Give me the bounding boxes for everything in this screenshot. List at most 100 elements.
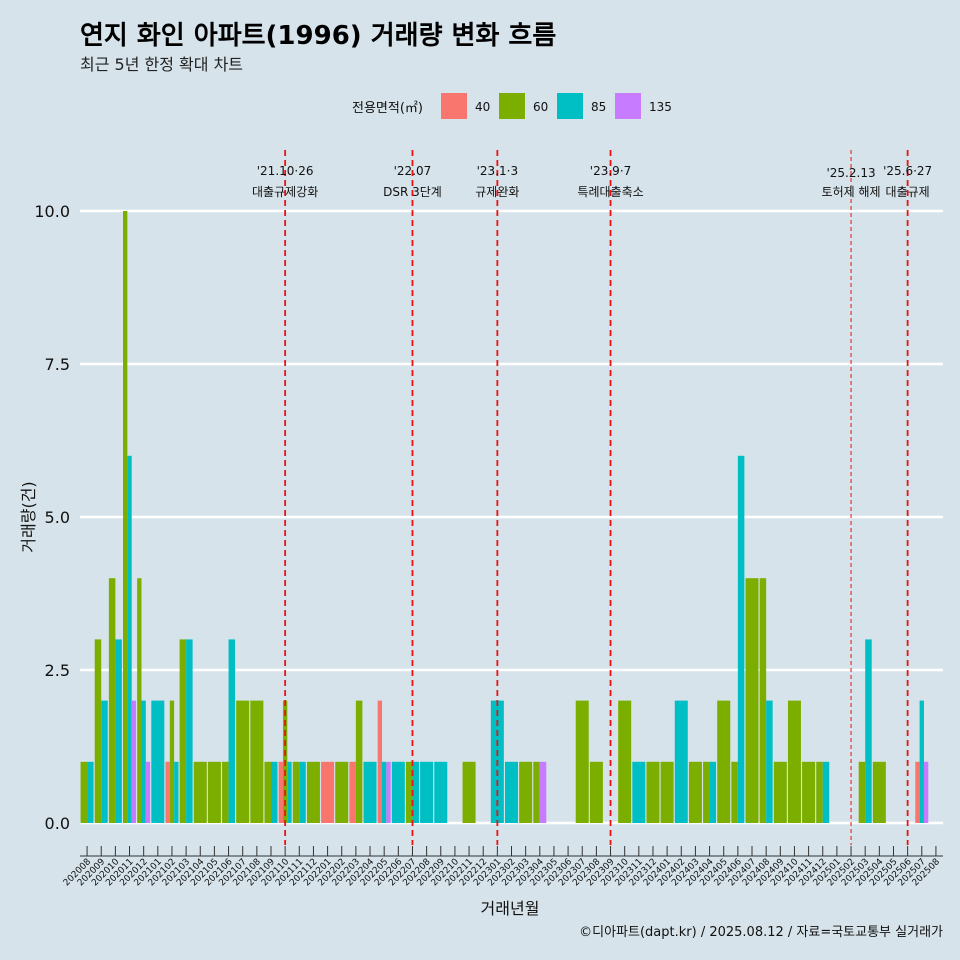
y-axis: 0.0 2.5 5.0 7.5 10.0 (34, 202, 70, 833)
y-axis-title: 거래량(건) (19, 481, 38, 552)
y-tick-label: 5.0 (45, 508, 70, 527)
bar-202008-85 (87, 761, 94, 823)
legend-swatch (499, 93, 525, 119)
bar-202110-85 (287, 761, 292, 823)
bar-202205-135 (386, 761, 391, 823)
bar-202010-85 (115, 639, 122, 823)
bar-202410-60 (787, 700, 801, 823)
event-label: 토허제 해제 (822, 185, 881, 199)
legend-label: 85 (591, 100, 606, 114)
bar-202304-135 (539, 761, 547, 823)
event-lines: '21.10·26 대출규제강화 '22.07 DSR 3단계 '23.1·3 규제완화 '… (252, 150, 932, 845)
y-tick-label: 0.0 (45, 814, 70, 833)
bar-202202-60 (335, 761, 349, 823)
chart-title: 연지 화인 아파트(1996) 거래량 변화 흐름 (80, 21, 556, 51)
bar-202205-85 (382, 761, 387, 823)
bar-202207-60 (405, 761, 413, 823)
bar-202304-60 (533, 761, 540, 823)
bar-202208-85 (420, 761, 434, 823)
bar-202409-60 (773, 761, 787, 823)
bar-202507-40 (915, 761, 920, 823)
bar-202011-85 (127, 455, 132, 823)
bar-202009-85 (101, 700, 108, 823)
bar-202104-60 (193, 761, 207, 823)
legend-label: 135 (649, 100, 672, 114)
bar-202504-60 (872, 761, 886, 823)
bar-202102-85 (174, 761, 179, 823)
bar-202302-85 (504, 761, 519, 823)
legend-swatch (557, 93, 583, 119)
bar-202405-60 (717, 700, 731, 823)
bar-202204-85 (363, 761, 377, 823)
bar-202201-40 (321, 761, 335, 823)
bar-202207-85 (412, 761, 419, 823)
event-label: 대출규제강화 (252, 185, 318, 199)
bar-202401-60 (660, 761, 674, 823)
bar-202011-135 (131, 700, 137, 823)
bar-202303-60 (519, 761, 533, 823)
bar-202012-85 (141, 700, 146, 823)
bar-202106-85 (228, 639, 236, 823)
y-tick-label: 7.5 (45, 355, 70, 374)
bar-202103-85 (186, 639, 193, 823)
bar-202012-135 (145, 761, 151, 823)
bar-202109-60 (264, 761, 271, 823)
bar-202106-60 (222, 761, 229, 823)
bar-202412-60 (816, 761, 823, 823)
bar-202408-85 (766, 700, 773, 823)
bar-202008-60 (80, 761, 88, 823)
bar-202203-40 (349, 761, 356, 823)
event-label: 특례대출축소 (577, 185, 643, 199)
bar-202406-60 (731, 761, 738, 823)
bar-202203-60 (355, 700, 363, 823)
chart-subtitle: 최근 5년 한정 확대 차트 (80, 55, 243, 74)
bar-202112-60 (306, 761, 320, 823)
caption: ©디아파트(dapt.kr) / 2025.08.12 / 자료=국토교통부 실… (579, 925, 943, 940)
bar-202110-40 (278, 761, 283, 823)
legend: 전용면적(㎡) 40 60 85 135 (352, 93, 672, 119)
bar-202010-60 (108, 578, 116, 823)
event-label: 규제완화 (475, 185, 519, 199)
legend-swatch (441, 93, 467, 119)
bar-202107-60 (236, 700, 250, 823)
bar-202101-85 (151, 700, 165, 823)
bar-202402-85 (674, 700, 688, 823)
bar-202310-60 (618, 700, 632, 823)
event-date-label: '23.9·7 (590, 164, 631, 178)
bar-202312-60 (646, 761, 660, 823)
bar-202404-60 (703, 761, 710, 823)
event-date-label: '21.10·26 (257, 164, 314, 178)
bar-202211-60 (462, 761, 476, 823)
bar-202108-60 (250, 700, 264, 823)
bar-202406-85 (737, 455, 745, 823)
bar-202111-85 (299, 761, 306, 823)
legend-swatch (615, 93, 641, 119)
bar-202011-60 (123, 211, 128, 823)
x-axis: 2020082020092020102020112020122021012021… (62, 846, 943, 888)
bar-202403-60 (688, 761, 702, 823)
legend-label: 40 (475, 100, 490, 114)
legend-label: 60 (533, 100, 548, 114)
bar-202206-85 (391, 761, 405, 823)
event-date-label: '22.07 (394, 164, 432, 178)
bar-202105-60 (207, 761, 221, 823)
event-date-label: '25.6·27 (883, 164, 932, 178)
bar-202404-85 (709, 761, 717, 823)
bar-202407-60 (745, 578, 759, 823)
bar-202412-85 (822, 761, 830, 823)
bar-202205-40 (377, 700, 383, 823)
bar-202503-85 (865, 639, 872, 823)
event-date-label: '23.1·3 (477, 164, 518, 178)
bar-202009-60 (94, 639, 102, 823)
bar-202012-60 (137, 578, 142, 823)
event-label: DSR 3단계 (383, 185, 442, 199)
bar-202109-85 (270, 761, 278, 823)
bar-202507-135 (923, 761, 929, 823)
bar-202503-60 (858, 761, 866, 823)
bar-202307-60 (575, 700, 589, 823)
bar-202209-85 (434, 761, 448, 823)
bar-202111-60 (292, 761, 300, 823)
event-date-label: '25.2.13 (826, 166, 875, 180)
x-axis-title: 거래년월 (481, 899, 540, 918)
